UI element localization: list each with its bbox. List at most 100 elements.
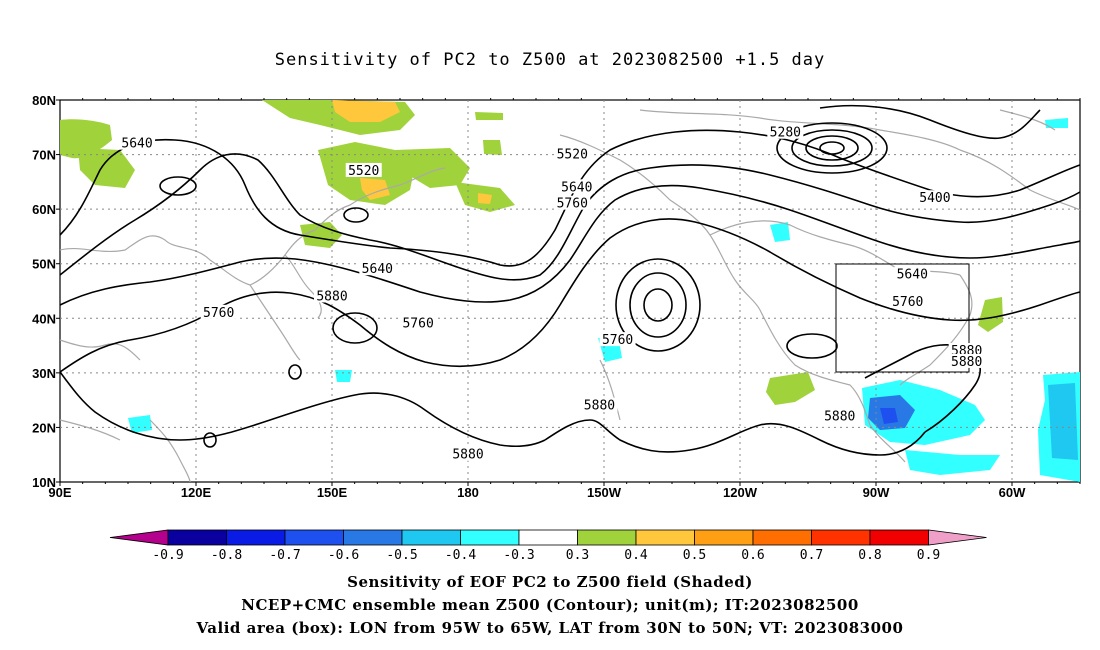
lat-tick-label: 20N <box>32 420 56 435</box>
z500-contours <box>59 104 1081 456</box>
shade-patch-pacific-neg-2 <box>770 222 790 242</box>
colorbar-label: 0.5 <box>683 548 706 563</box>
colorbar-swatch <box>167 529 227 546</box>
footer-line-1: Sensitivity of EOF PC2 to Z500 field (Sh… <box>347 573 753 591</box>
shade-patch-gulf <box>766 372 815 405</box>
shade-patch-south-car <box>905 450 1000 475</box>
lon-tick-label: 90E <box>48 485 71 500</box>
contour-label: 5640 <box>121 137 152 152</box>
colorbar-label: 0.4 <box>624 548 648 563</box>
contour-label-bg <box>894 266 931 281</box>
shade-patch-okhotsk-core <box>332 100 400 122</box>
colorbar-label: -0.9 <box>152 548 183 563</box>
lon-tick-label: 90W <box>863 485 890 500</box>
contour-label: 5760 <box>203 306 234 321</box>
colorbar-label: 0.9 <box>917 548 940 563</box>
colorbar-swatch <box>284 529 344 546</box>
contour-label: 5880 <box>584 399 615 414</box>
contour-label: 5640 <box>561 180 592 195</box>
contour-label-bg <box>554 146 591 161</box>
valid-area-box <box>835 263 970 373</box>
contour-label: 5640 <box>897 268 928 283</box>
colorbar-swatch <box>811 529 871 546</box>
colorbar-label: -0.6 <box>328 548 359 563</box>
colorbar-swatch <box>460 529 520 546</box>
contour-label-bg <box>581 397 618 412</box>
contour-label-bg <box>450 446 486 461</box>
colorbar-high-cap <box>928 529 987 546</box>
contour-label: 5760 <box>557 197 588 212</box>
shade-patch-siberia <box>60 119 112 159</box>
colorbar-swatch <box>226 529 286 546</box>
shade-patch-caribbean-core <box>880 408 898 424</box>
colorbar-label: -0.7 <box>269 548 300 563</box>
contour-label: 5400 <box>919 191 950 206</box>
shade-patch-atlantic <box>978 297 1003 332</box>
shade-patch-wpac-2 <box>335 370 352 382</box>
colorbar-swatch <box>518 529 578 546</box>
colorbar-label: 0.8 <box>858 548 881 563</box>
lat-tick-label: 60N <box>32 202 56 217</box>
contour-label-bg <box>554 195 591 210</box>
contour-label-bg <box>400 315 437 330</box>
contour-label-bg <box>599 332 636 347</box>
colorbar-swatch <box>694 529 754 546</box>
shade-patch-east-atl-core <box>1048 383 1078 460</box>
lat-tick-label: 70N <box>32 148 56 163</box>
colorbar-label: 0.6 <box>741 548 764 563</box>
shade-patch-asia-1 <box>78 148 135 188</box>
contour-label-bg <box>200 304 237 319</box>
lat-tick-label: 50N <box>32 257 56 272</box>
contour-label: 5760 <box>602 333 633 348</box>
colorbar-swatch <box>343 529 403 546</box>
contour-label-bg <box>916 190 953 205</box>
shade-patch-arctic <box>475 112 503 120</box>
lat-tick-label: 40N <box>32 311 56 326</box>
footer-line-2: NCEP+CMC ensemble mean Z500 (Contour); u… <box>241 596 859 614</box>
lon-tick-label: 150E <box>317 485 348 500</box>
contour-label-bg <box>359 261 396 276</box>
colorbar-swatch <box>401 529 461 546</box>
colorbar-label: -0.8 <box>211 548 242 563</box>
shade-patch-bering-2 <box>483 140 502 155</box>
contour-label-bg <box>948 343 985 358</box>
contour-label-bg <box>314 288 350 303</box>
colorbar-label: -0.5 <box>386 548 417 563</box>
contour-label: 5760 <box>402 317 433 332</box>
lat-tick-label: 80N <box>32 93 56 108</box>
lon-tick-label: 60W <box>999 485 1026 500</box>
colorbar-label: -0.4 <box>445 548 476 563</box>
colorbar-swatch <box>577 529 637 546</box>
shade-patch-japan <box>300 222 342 248</box>
contour-label: 5880 <box>452 448 483 463</box>
lon-tick-label: 120E <box>181 485 212 500</box>
shade-patch-ne-atl <box>1045 118 1068 128</box>
colorbar-swatch <box>869 529 929 546</box>
shade-patch-wpac <box>128 415 152 433</box>
map-title: Sensitivity of PC2 to Z500 at 2023082500… <box>274 50 826 70</box>
contour-label-bg <box>821 408 858 423</box>
footer-line-3: Valid area (box): LON from 95W to 65W, L… <box>196 619 904 637</box>
lon-tick-label: 150W <box>587 485 622 500</box>
colorbar-label: -0.3 <box>503 548 534 563</box>
coastlines <box>59 109 1081 483</box>
contour-label-bg <box>558 179 595 194</box>
colorbar: -0.9 -0.8 -0.7 -0.6 -0.5 -0.4 -0.3 0.3 0.4 0.5 0.6… <box>109 529 987 563</box>
colorbar-label: 0.3 <box>566 548 589 563</box>
colorbar-low-cap <box>109 529 169 546</box>
contour-label-bg <box>767 124 804 139</box>
colorbar-label: 0.7 <box>800 548 823 563</box>
colorbar-swatch <box>635 529 695 546</box>
shade-patch-kamchatka-core <box>360 178 390 200</box>
lon-tick-label: 180 <box>457 485 479 500</box>
lon-tick-label: 120W <box>723 485 758 500</box>
contour-label: 5880 <box>951 355 982 370</box>
lat-tick-label: 30N <box>32 366 56 381</box>
contour-label-bg <box>119 135 156 150</box>
colorbar-swatch <box>752 529 812 546</box>
lat-tick-label: 10N <box>32 475 56 490</box>
contour-label-bg <box>889 293 926 308</box>
contour-label: 5520 <box>557 148 588 163</box>
